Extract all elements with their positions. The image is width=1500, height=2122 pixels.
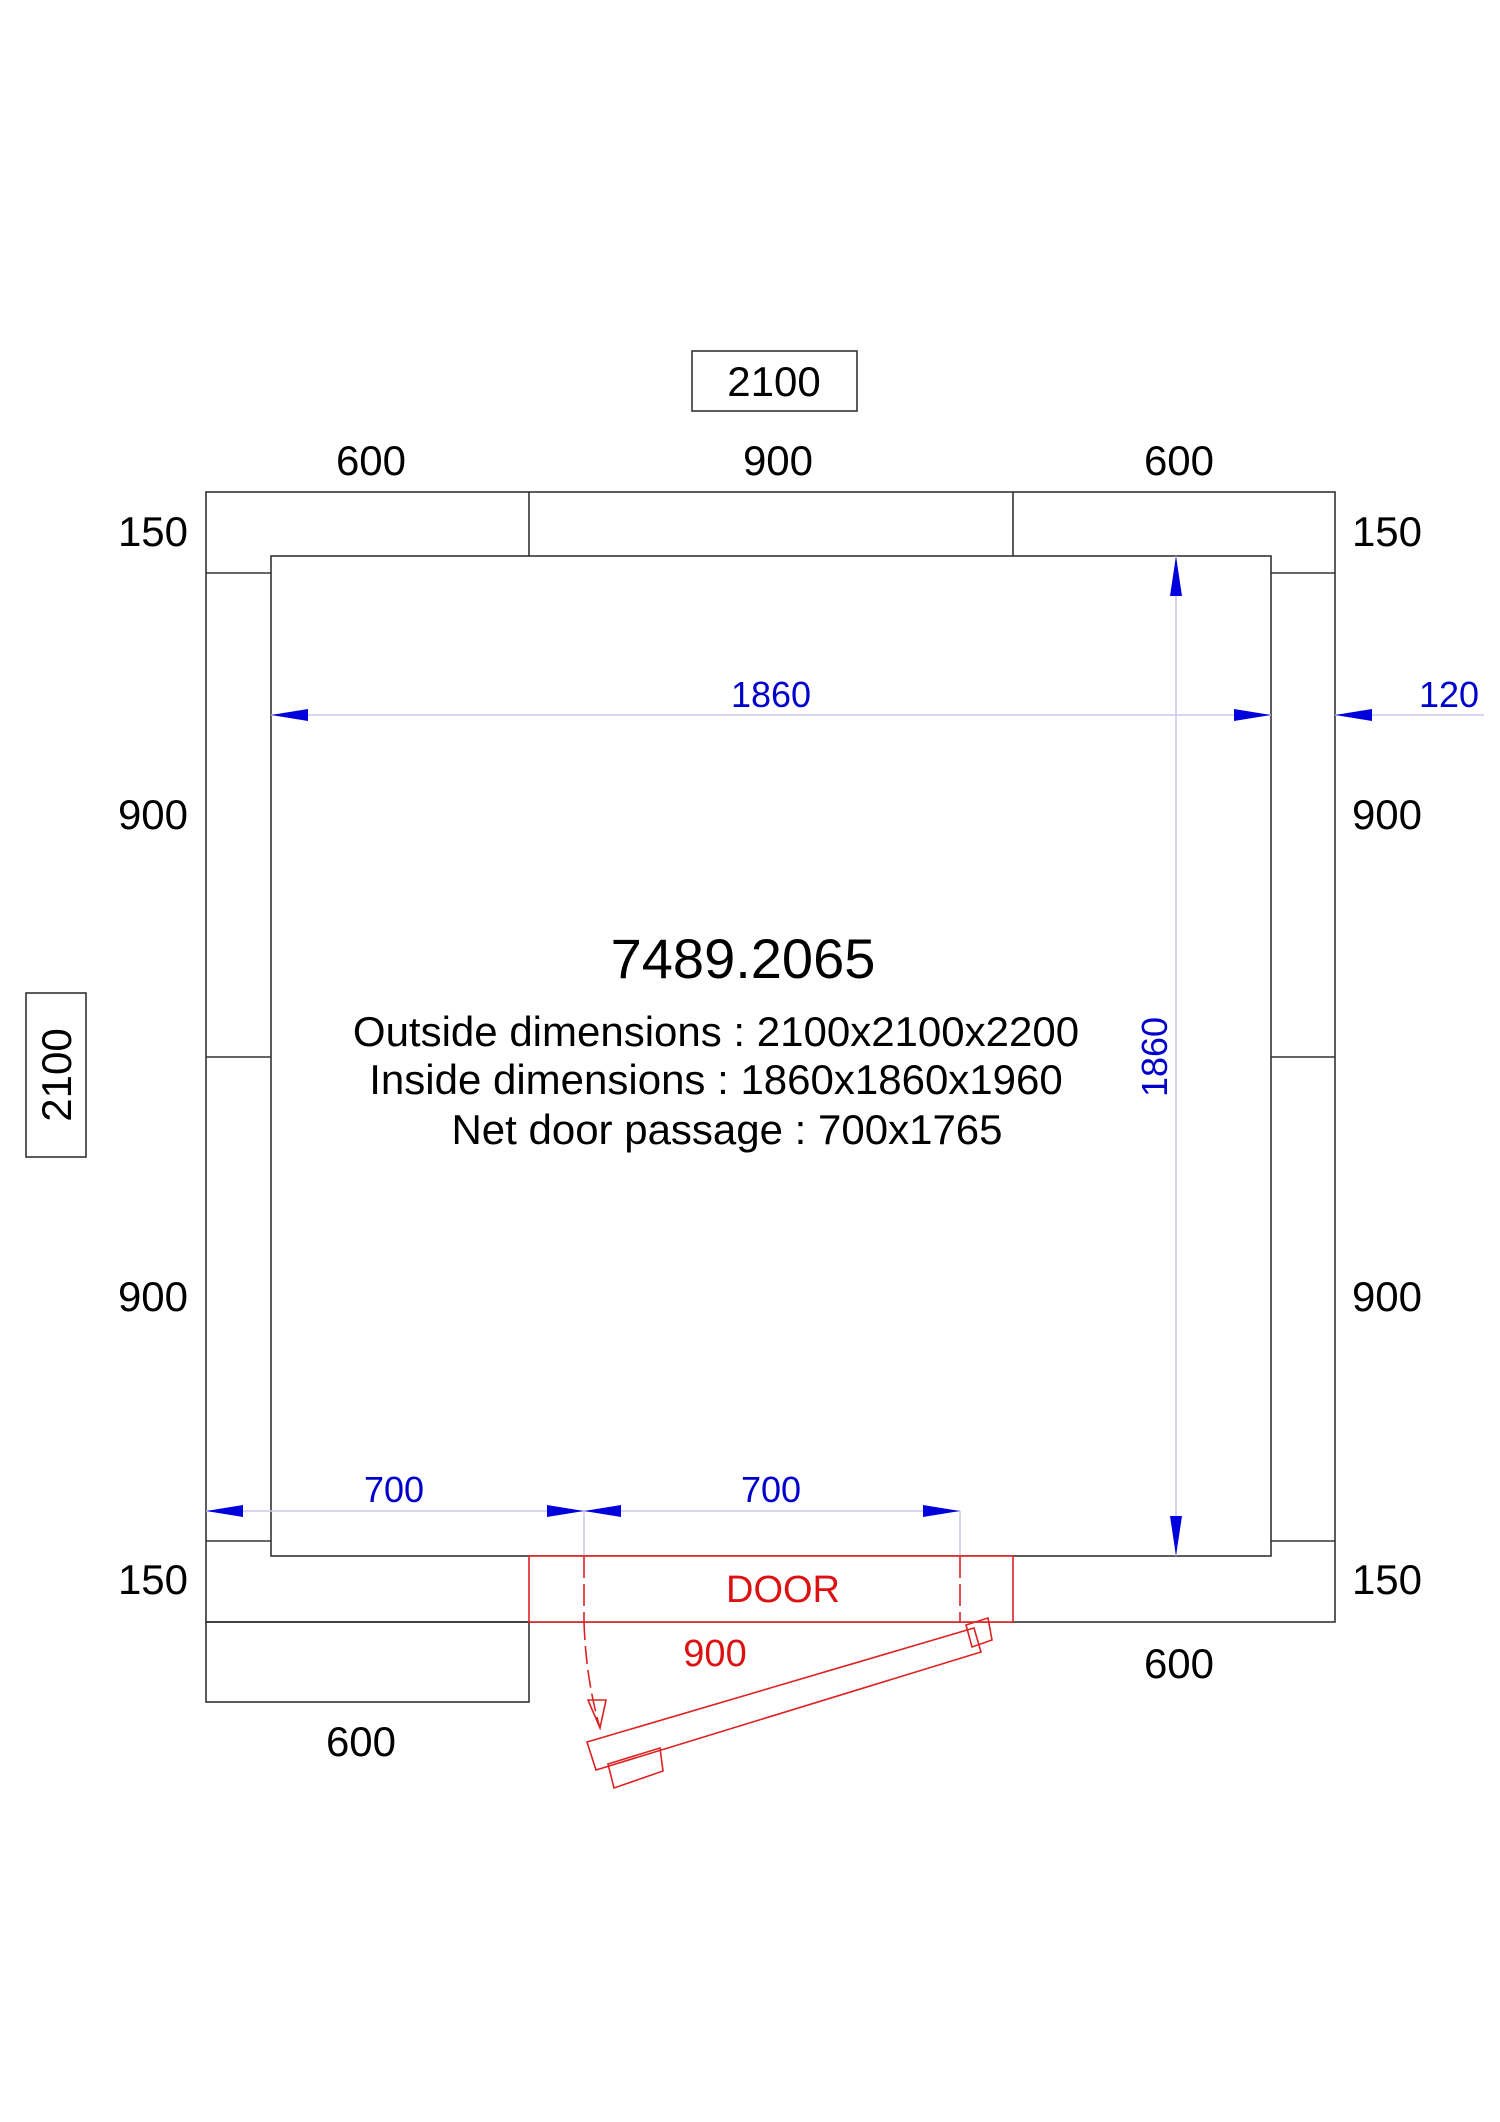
inner-width-label: 1860 bbox=[731, 674, 811, 715]
overall-width-box bbox=[691, 350, 858, 412]
door-opening bbox=[528, 1555, 1014, 1623]
overall-depth-box bbox=[25, 992, 87, 1158]
inner-depth-label: 1860 bbox=[1134, 1017, 1175, 1097]
door-offset-label: 700 bbox=[364, 1469, 424, 1510]
overall-width-label: 2100 bbox=[727, 358, 820, 405]
top-panel-left: 600 bbox=[336, 437, 406, 484]
room-reference-number: 7489.2065 bbox=[611, 927, 876, 990]
net-door-passage: Net door passage : 700x1765 bbox=[451, 1106, 1002, 1153]
bottom-panel-left: 600 bbox=[326, 1718, 396, 1765]
right-panel-1: 150 bbox=[1352, 508, 1422, 555]
door-leaf bbox=[583, 1616, 993, 1790]
door-label: DOOR bbox=[726, 1569, 840, 1611]
right-panel-2: 900 bbox=[1352, 791, 1422, 838]
right-panel-3: 900 bbox=[1352, 1273, 1422, 1320]
outside-dimensions: Outside dimensions : 2100x2100x2200 bbox=[353, 1008, 1079, 1055]
left-panel-4: 150 bbox=[118, 1556, 188, 1603]
bottom-panel-right: 600 bbox=[1144, 1640, 1214, 1687]
left-panel-3: 900 bbox=[118, 1273, 188, 1320]
top-panel-middle: 900 bbox=[743, 437, 813, 484]
inside-dimensions: Inside dimensions : 1860x1860x1960 bbox=[369, 1056, 1063, 1103]
wall-thickness-label: 120 bbox=[1419, 674, 1479, 715]
door-panel-label: 900 bbox=[683, 1633, 746, 1675]
door-width-dimension bbox=[583, 1505, 961, 1556]
inner-depth-dimension bbox=[1170, 556, 1182, 1556]
right-panel-4: 150 bbox=[1352, 1556, 1422, 1603]
left-panel-2: 900 bbox=[118, 791, 188, 838]
wall-thickness-dimension bbox=[1335, 709, 1484, 721]
door-offset-dimension bbox=[206, 1505, 584, 1517]
overall-depth-label: 2100 bbox=[33, 1028, 80, 1121]
inner-width-dimension bbox=[271, 709, 1271, 721]
left-panel-1: 150 bbox=[118, 508, 188, 555]
top-panel-right: 600 bbox=[1144, 437, 1214, 484]
door-width-label: 700 bbox=[741, 1469, 801, 1510]
